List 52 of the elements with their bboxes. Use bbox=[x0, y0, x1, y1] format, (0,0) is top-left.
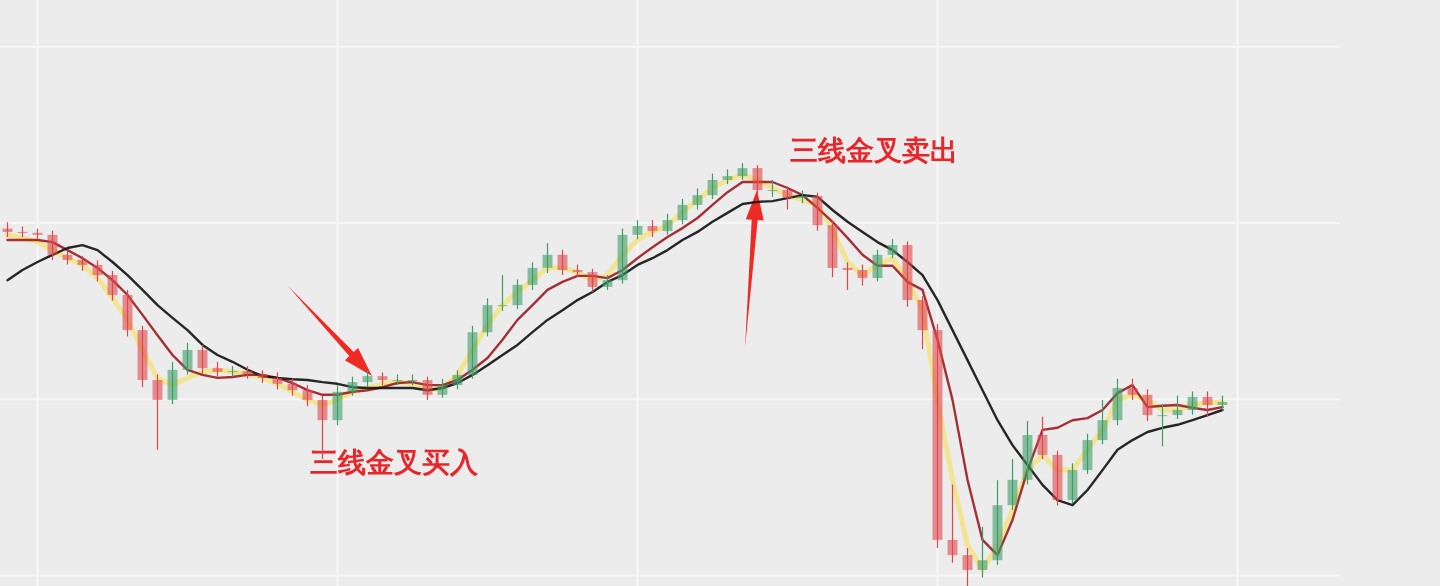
candlestick bbox=[1082, 433, 1093, 475]
candlestick bbox=[617, 227, 628, 285]
candlestick bbox=[782, 185, 793, 211]
candlestick bbox=[542, 242, 553, 274]
candlestick bbox=[182, 342, 193, 376]
candlestick bbox=[1037, 416, 1048, 460]
candlestick bbox=[752, 164, 763, 196]
candlestick bbox=[497, 274, 508, 312]
candlestick bbox=[302, 384, 313, 407]
candlestick bbox=[1157, 403, 1168, 448]
candlestick bbox=[512, 278, 523, 310]
candlestick bbox=[812, 192, 823, 232]
candlestick bbox=[827, 219, 838, 278]
candlestick bbox=[1052, 450, 1063, 507]
candlestick bbox=[137, 325, 148, 388]
candlestick bbox=[1007, 458, 1018, 511]
candlestick bbox=[1112, 378, 1123, 426]
candlestick bbox=[332, 384, 343, 426]
candlestick bbox=[167, 361, 178, 405]
candlestick bbox=[962, 547, 973, 586]
candlestick bbox=[347, 376, 358, 397]
candlestick bbox=[662, 213, 673, 236]
candlestick bbox=[692, 187, 703, 211]
candlestick bbox=[482, 297, 493, 338]
candlestick bbox=[1142, 388, 1153, 422]
candlestick bbox=[977, 526, 988, 579]
candlestick bbox=[902, 240, 913, 308]
candlestick bbox=[992, 479, 1003, 566]
candlestick bbox=[1067, 462, 1078, 505]
candlestick bbox=[1187, 390, 1198, 416]
candlestick bbox=[587, 268, 598, 293]
candlestick bbox=[1202, 390, 1213, 418]
candlestick bbox=[887, 238, 898, 259]
candlestick bbox=[107, 270, 118, 302]
candlestick bbox=[1022, 420, 1033, 486]
candlestick bbox=[1127, 378, 1138, 401]
candlestick bbox=[47, 230, 58, 261]
candlestick bbox=[917, 295, 928, 350]
candlestick bbox=[467, 325, 478, 380]
candlestick bbox=[527, 261, 538, 291]
annotation: 三线金叉卖出 bbox=[790, 134, 958, 167]
candlestick bbox=[872, 249, 883, 283]
candlestick bbox=[437, 378, 448, 399]
candlestick bbox=[197, 344, 208, 376]
candlestick bbox=[1097, 399, 1108, 445]
candlestick bbox=[422, 376, 433, 401]
candlestick bbox=[632, 219, 643, 240]
candlestick bbox=[857, 263, 868, 287]
candlestick bbox=[152, 373, 163, 451]
candlestick bbox=[122, 289, 133, 338]
candlestick bbox=[1172, 395, 1183, 420]
annotation: 三线金叉买入 bbox=[310, 446, 479, 479]
